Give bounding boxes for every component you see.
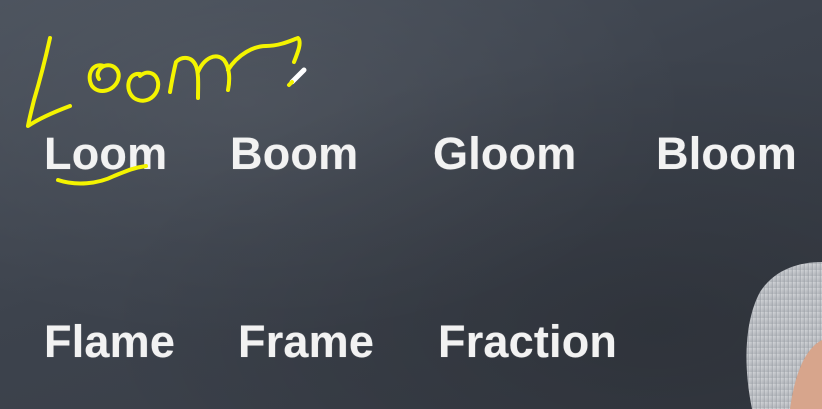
word-boom: Boom [230,128,359,179]
handwriting-letter-o2 [126,70,161,103]
pen-cursor-icon [287,67,307,87]
word-bloom: Bloom [656,128,797,179]
word-flame: Flame [44,316,176,367]
word-frame: Frame [238,316,375,367]
presenter-hand [790,340,822,409]
word-gloom: Gloom [433,128,577,179]
word-loom: Loom [44,128,168,179]
handwriting-letter-m [168,36,302,100]
handwriting-letter-o1 [87,63,121,93]
handwriting-letter-l [26,36,72,128]
presenter-shirt [746,262,822,409]
word-fraction: Fraction [438,316,618,367]
